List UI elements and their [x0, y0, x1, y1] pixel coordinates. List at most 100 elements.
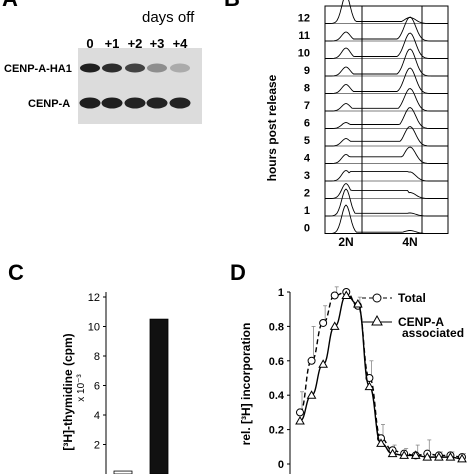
- days-off-label: days off: [142, 9, 195, 26]
- panel-b-letter: B: [224, 0, 240, 11]
- panel-d-point-cenpa: [329, 321, 340, 330]
- band-cenp-a: [146, 97, 168, 109]
- panel-c-tick-label: 12: [88, 292, 100, 304]
- band-ha1: [147, 63, 167, 73]
- flow-histograms: [324, 0, 449, 234]
- legend-cenpa-marker: [371, 314, 383, 326]
- band-ha1: [80, 63, 100, 73]
- panel-c-bars: [113, 318, 169, 474]
- panel-d-tick-label: 0.8: [269, 321, 284, 333]
- panel-c-yticks: 2 4 6 8 10 12: [88, 292, 106, 452]
- histogram-hour-3: [325, 170, 448, 182]
- legend-total-marker: [372, 293, 382, 303]
- panel-b-ylabel: hours post release: [265, 74, 279, 181]
- panel-c-tick-label: 6: [94, 381, 100, 393]
- western-blot-image: [78, 48, 202, 124]
- panel-d-point-cenpa: [306, 390, 317, 399]
- panel-d-point-cenpa: [364, 381, 375, 391]
- histogram-hour-7: [325, 88, 448, 112]
- lane-label: +3: [150, 36, 165, 51]
- panel-c: C [³H]-thymidine (cpm) x 10⁻³ 2 4 6 8 10 12: [8, 260, 169, 474]
- band-ha1: [102, 63, 122, 73]
- panel-d: D rel. [³H] incorporation 0 0.2 0.4 0.6 0.8 1…: [230, 260, 467, 474]
- histogram-hour-2: [325, 182, 448, 199]
- hour-label: 0: [304, 223, 310, 235]
- panel-d-tick-label: 0: [278, 459, 284, 471]
- histogram-hour-8: [325, 67, 448, 94]
- panel-d-point-cenpa: [295, 415, 305, 425]
- histogram-hour-5: [325, 126, 448, 147]
- histogram-hour-0: [325, 204, 448, 234]
- label-4n: 4N: [402, 235, 417, 249]
- panel-c-tick-label: 8: [94, 351, 100, 363]
- panel-d-letter: D: [230, 260, 246, 285]
- panel-d-point-cenpa: [457, 453, 467, 463]
- band-cenp-a: [124, 97, 146, 109]
- histogram-hour-6: [325, 107, 448, 129]
- hour-label: 11: [298, 30, 310, 42]
- band-cenp-a: [101, 97, 123, 109]
- hour-label: 12: [298, 13, 310, 25]
- hour-label: 6: [304, 118, 310, 130]
- histogram-hour-1: [325, 188, 448, 217]
- panel-d-point-total: [330, 291, 339, 300]
- blot-bands-ha1: [80, 63, 190, 73]
- panel-d-point-cenpa: [341, 290, 352, 299]
- panel-b-frame: [324, 5, 449, 234]
- panel-d-point-total: [319, 318, 328, 327]
- panel-c-ylabel: [³H]-thymidine (cpm): [61, 333, 75, 450]
- lane-label: 0: [86, 36, 93, 51]
- panel-c-yunit: x 10⁻³: [76, 374, 87, 402]
- blot-bands-cenp-a: [79, 97, 191, 109]
- row-label-cenp-a-ha1: CENP-A-HA1: [4, 63, 72, 75]
- panel-d-point-cenpa: [445, 452, 456, 461]
- hour-label: 9: [304, 65, 310, 77]
- panel-d-point-cenpa: [376, 438, 386, 447]
- hour-label: 10: [298, 48, 310, 60]
- lane-label: +1: [105, 36, 120, 51]
- row-label-cenp-a: CENP-A: [28, 98, 70, 110]
- lane-label: +2: [128, 36, 143, 51]
- lane-label: +4: [173, 36, 189, 51]
- hour-label: 3: [304, 170, 310, 182]
- panel-d-point-total: [296, 408, 304, 417]
- hour-label: 5: [304, 135, 310, 147]
- panel-d-tick-label: 1: [278, 287, 284, 299]
- hour-label: 1: [304, 205, 310, 217]
- panel-d-point-cenpa: [410, 450, 421, 459]
- hour-label: 2: [304, 188, 310, 200]
- panel-d-tick-label: 0.2: [269, 425, 284, 437]
- panel-a-letter: A: [2, 0, 18, 11]
- panel-d-point-cenpa: [422, 452, 433, 461]
- panel-d-point-total: [307, 356, 316, 365]
- panel-c-tick-label: 2: [94, 440, 100, 452]
- histogram-hour-4: [325, 146, 448, 164]
- hour-label: 7: [304, 100, 310, 112]
- panel-d-legend: Total CENP-A associated: [362, 291, 464, 340]
- panel-d-point-cenpa: [318, 359, 329, 368]
- legend-cenpa-label-2: associated: [402, 326, 464, 340]
- band-ha1: [125, 63, 145, 73]
- panel-d-point-cenpa: [387, 448, 398, 458]
- histogram-hour-11: [325, 16, 448, 42]
- panel-d-tick-label: 0.6: [269, 356, 284, 368]
- panel-d-point-cenpa: [352, 299, 363, 308]
- histogram-hour-10: [325, 32, 448, 59]
- panel-d-ylabel: rel. [³H] incorporation: [239, 323, 253, 446]
- lane-labels: 0 +1 +2 +3 +4: [86, 36, 188, 51]
- label-2n: 2N: [338, 235, 353, 249]
- panel-c-tick-label: 10: [88, 322, 100, 334]
- hour-label: 8: [304, 83, 310, 95]
- panel-d-tick-label: 0.4: [269, 390, 285, 402]
- panel-d-series: [295, 286, 467, 463]
- band-cenp-a: [169, 97, 191, 109]
- panel-d-point-cenpa: [433, 452, 444, 461]
- panel-d-point-cenpa: [399, 450, 410, 459]
- band-cenp-a: [79, 97, 101, 109]
- panel-d-yticks: 0 0.2 0.4 0.6 0.8 1: [269, 287, 290, 471]
- panel-a: A days off 0 +1 +2 +3 +4 CENP-A-HA1 CENP-A: [2, 0, 202, 124]
- hour-label: 4: [304, 153, 311, 165]
